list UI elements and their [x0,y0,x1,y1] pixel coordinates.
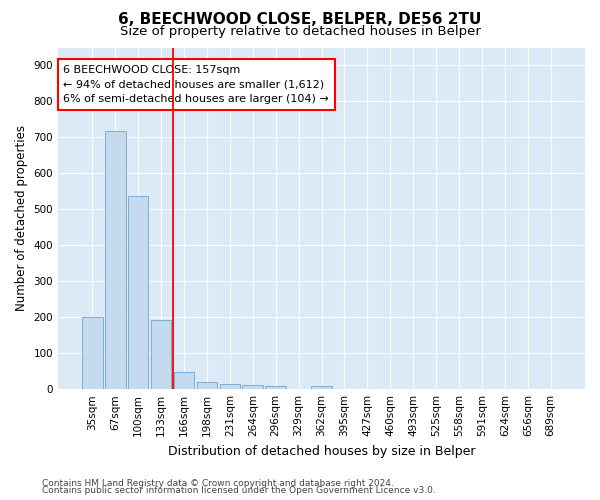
Bar [220,384,240,389]
Text: Size of property relative to detached houses in Belper: Size of property relative to detached ho… [119,25,481,38]
X-axis label: Distribution of detached houses by size in Belper: Distribution of detached houses by size … [168,444,475,458]
Bar [173,372,194,389]
Bar [128,196,148,389]
Bar [151,320,172,389]
Text: Contains public sector information licensed under the Open Government Licence v3: Contains public sector information licen… [42,486,436,495]
Text: 6 BEECHWOOD CLOSE: 157sqm
← 94% of detached houses are smaller (1,612)
6% of sem: 6 BEECHWOOD CLOSE: 157sqm ← 94% of detac… [64,64,329,104]
Y-axis label: Number of detached properties: Number of detached properties [15,126,28,312]
Bar [265,386,286,389]
Bar [197,382,217,389]
Text: 6, BEECHWOOD CLOSE, BELPER, DE56 2TU: 6, BEECHWOOD CLOSE, BELPER, DE56 2TU [118,12,482,28]
Bar [105,132,125,389]
Bar [242,384,263,389]
Text: Contains HM Land Registry data © Crown copyright and database right 2024.: Contains HM Land Registry data © Crown c… [42,478,394,488]
Bar [311,386,332,389]
Bar [82,317,103,389]
